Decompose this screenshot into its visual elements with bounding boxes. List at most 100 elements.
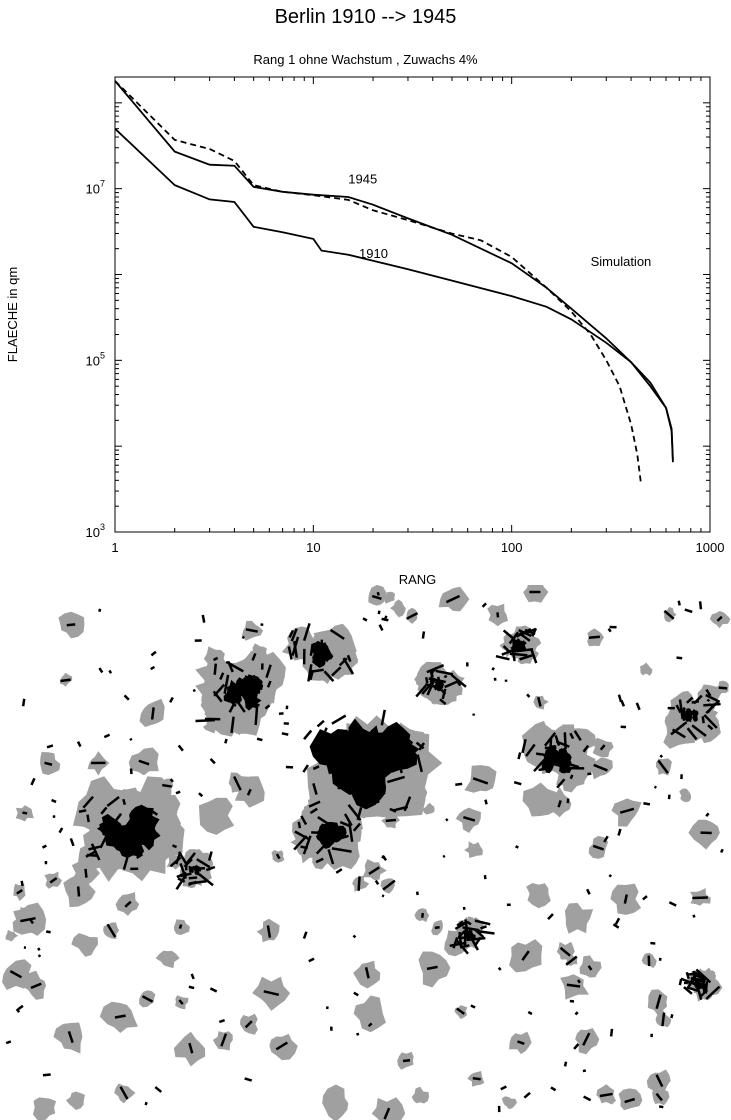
built-area-patch [557, 800, 562, 808]
simulated-area-patch [353, 995, 386, 1033]
built-area-patch [22, 811, 28, 815]
built-area-patch [309, 807, 318, 815]
built-area-patch [718, 686, 728, 690]
built-area-patch [357, 756, 361, 767]
built-area-patch [66, 623, 76, 627]
built-area-patch [382, 879, 396, 891]
built-area-patch [46, 744, 54, 749]
simulated-area-patch [322, 1084, 349, 1120]
built-area-patch [429, 666, 438, 675]
plot-frame [114, 76, 711, 533]
built-area-patch [162, 783, 172, 788]
chart-subtitle: Rang 1 ohne Wachstum , Zuwachs 4% [253, 52, 478, 67]
simulated-area-patch [390, 599, 406, 618]
built-area-patch [188, 876, 198, 880]
built-area-patch [698, 601, 703, 610]
built-area-patch [716, 615, 723, 622]
x-axis-label: RANG [399, 572, 437, 587]
built-area-patch [98, 608, 102, 612]
built-area-patch [364, 967, 370, 979]
built-area-patch [680, 977, 697, 986]
built-area-patch [530, 649, 538, 664]
built-area-patch [527, 1010, 533, 1016]
built-area-patch [335, 868, 343, 874]
built-area-patch [501, 647, 517, 656]
built-area-patch [518, 629, 532, 638]
built-area-patch [462, 926, 480, 932]
built-area-patch [463, 815, 476, 822]
built-area-patch [331, 847, 352, 853]
built-area-patch [30, 777, 36, 786]
built-area-patch [266, 925, 272, 938]
built-area-patch [599, 1092, 613, 1098]
series-annotation: 1910 [359, 246, 388, 261]
built-area-patch [329, 628, 345, 640]
built-area-patch [456, 1007, 466, 1015]
built-area-patch [517, 752, 522, 760]
built-area-patch [691, 708, 699, 717]
built-area-patch [309, 669, 315, 681]
built-area-patch [244, 1077, 253, 1082]
built-area-patch [518, 632, 531, 642]
built-area-patch [209, 758, 216, 765]
built-area-patch [150, 809, 159, 816]
built-area-patch [415, 891, 419, 896]
built-area-patch [692, 914, 696, 918]
built-area-patch [368, 866, 380, 875]
built-area-patch [617, 828, 622, 836]
built-area-patch [21, 698, 26, 707]
built-area-patch [374, 879, 380, 885]
built-area-patch [686, 696, 694, 704]
built-area-patch [123, 835, 139, 851]
built-area-patch [188, 1042, 194, 1054]
built-area-patch [569, 732, 575, 740]
built-area-patch [124, 900, 132, 908]
built-area-patch [685, 715, 693, 723]
built-area-patch [381, 854, 385, 859]
built-area-patch [247, 701, 260, 707]
built-area-patch [275, 1041, 288, 1051]
built-area-patch [356, 1032, 360, 1036]
x-tick-label: 1000 [696, 540, 725, 555]
built-area-patch [309, 643, 314, 656]
x-tick-label: 1 [111, 540, 118, 555]
built-area-patch [643, 802, 651, 806]
built-area-patch [169, 696, 174, 703]
simulated-area-patch [422, 802, 435, 815]
built-area-patch [30, 982, 42, 990]
built-area-patch [378, 624, 384, 631]
built-area-patch [521, 738, 527, 754]
built-area-patch [614, 917, 621, 925]
series-annotation: 1945 [348, 171, 377, 186]
simulated-area-patch [652, 1087, 670, 1106]
built-area-patch [380, 709, 386, 726]
built-area-patch [238, 679, 243, 691]
simulated-area-patch [173, 919, 190, 936]
built-area-patch [205, 865, 216, 872]
built-area-patch [668, 901, 677, 907]
built-area-patch [661, 1012, 666, 1027]
built-area-patch [169, 778, 174, 783]
built-area-patch [685, 971, 690, 980]
built-area-patch [424, 683, 442, 690]
built-area-patch [246, 788, 252, 796]
built-area-patch [497, 966, 502, 971]
simulated-area-patch [269, 1033, 298, 1061]
simulated-area-patch [679, 788, 692, 803]
built-area-patch [456, 920, 464, 927]
simulated-area-patch [464, 841, 483, 858]
built-area-patch [454, 921, 467, 931]
built-area-patch [376, 591, 380, 596]
built-area-patch [192, 688, 196, 693]
built-area-patch [474, 919, 491, 926]
built-area-patch [450, 673, 467, 688]
built-area-patch [481, 602, 487, 608]
built-area-patch [84, 868, 88, 878]
built-area-patch [232, 776, 242, 791]
built-area-patch [303, 729, 313, 741]
built-area-patch [5, 1040, 12, 1045]
built-area-patch [177, 851, 188, 865]
built-area-patch [434, 926, 440, 930]
built-area-patch [99, 830, 110, 849]
built-area-patch [695, 968, 712, 984]
